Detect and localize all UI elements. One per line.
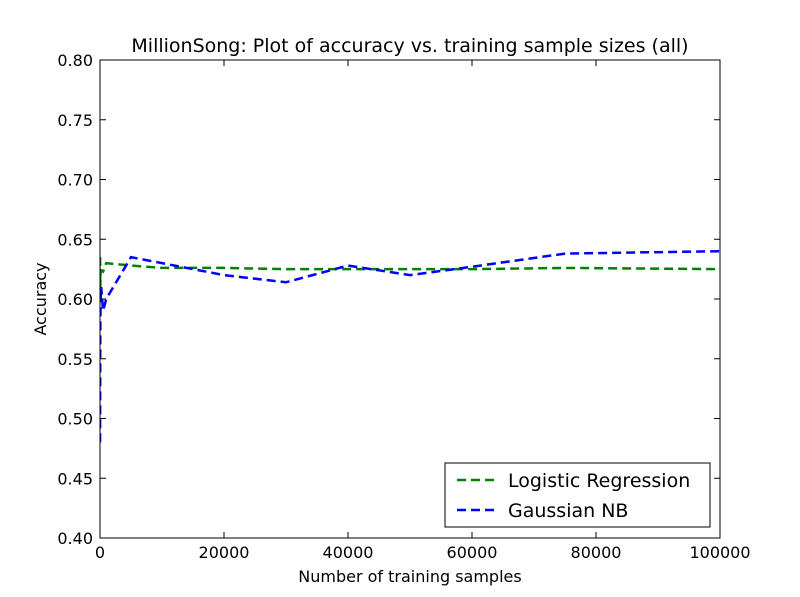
y-tick-label: 0.60 — [57, 290, 93, 309]
x-axis-label: Number of training samples — [298, 567, 521, 586]
y-axis-label: Accuracy — [31, 262, 50, 335]
x-tick-label: 80000 — [571, 543, 622, 562]
x-tick-label: 40000 — [323, 543, 374, 562]
series-line-gaussian-nb — [100, 249, 720, 443]
y-tick-label: 0.80 — [57, 51, 93, 70]
y-axis: 0.40 0.45 0.50 0.55 0.60 0.65 0.70 0.75 0.80 — [57, 51, 720, 548]
x-axis: 0 20000 40000 60000 80000 100000 — [95, 60, 751, 562]
legend-label: Gaussian NB — [508, 500, 628, 522]
series-lines — [100, 249, 720, 443]
legend: Logistic Regression Gaussian NB — [444, 462, 711, 528]
chart-title: MillionSong: Plot of accuracy vs. traini… — [131, 35, 688, 57]
plot-frame — [99, 59, 721, 539]
legend-box — [444, 462, 711, 528]
y-tick-label: 0.50 — [57, 410, 93, 429]
series-line-logistic-regression — [100, 257, 720, 288]
y-tick-label: 0.45 — [57, 469, 93, 488]
x-tick-label: 0 — [95, 543, 105, 562]
x-tick-label: 20000 — [199, 543, 250, 562]
y-tick-label: 0.70 — [57, 171, 93, 190]
y-tick-label: 0.65 — [57, 230, 93, 249]
y-tick-label: 0.55 — [57, 350, 93, 369]
x-tick-label: 60000 — [447, 543, 498, 562]
y-tick-label: 0.75 — [57, 111, 93, 130]
x-tick-label: 100000 — [689, 543, 750, 562]
legend-label: Logistic Regression — [508, 470, 690, 492]
y-tick-label: 0.40 — [57, 529, 93, 548]
